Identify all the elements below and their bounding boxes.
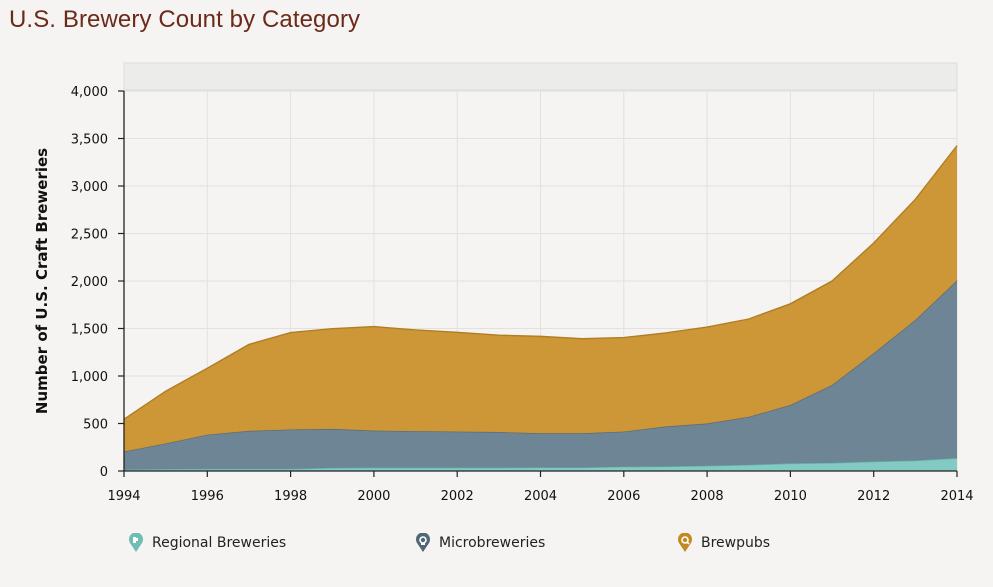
y-tick-label: 3,000 [71,180,108,195]
areas [123,145,958,471]
x-tick-label: 2008 [691,489,724,504]
area-regional-breweries[interactable] [124,458,957,471]
chart-header-bar [123,62,958,91]
y-tick-label: 1,000 [71,370,108,385]
stacked-area-chart: 05001,0001,5002,0002,5003,0003,5004,000 … [33,62,974,504]
x-tick-label: 2006 [607,489,640,504]
legend-label: Microbreweries [439,535,546,551]
x-tick-label: 1998 [274,489,307,504]
area-brewpubs[interactable] [124,145,957,452]
y-tick-label: 500 [83,418,108,433]
x-tick-label: 2004 [524,489,557,504]
legend-item-brewpubs[interactable]: Brewpubs [677,532,771,553]
x-ticks: 1994 1996 1998 2000 2002 2004 2006 2008 2010 2012… [107,471,974,504]
legend-item-regional-breweries[interactable]: Regional Breweries [128,532,287,553]
regional-breweries-pin-icon [128,532,144,553]
y-axis-label: Number of U.S. Craft Breweries [33,148,51,414]
y-tick-label: 0 [100,465,108,480]
series-line-brewpubs [123,145,958,420]
brewpubs-pin-icon [677,532,693,553]
legend-label: Brewpubs [701,535,771,551]
x-tick-label: 2000 [357,489,390,504]
y-tick-label: 3,500 [71,133,108,148]
area-microbreweries[interactable] [124,280,957,470]
x-tick-label: 2014 [940,489,973,504]
y-ticks: 0 500 1,000 1,500 2,000 2,500 3,000 3,500 4,000 [71,85,124,480]
microbreweries-pin-icon [415,532,431,553]
legend-label: Regional Breweries [152,535,287,551]
y-tick-label: 2,000 [71,275,108,290]
x-tick-label: 1994 [107,489,140,504]
x-tick-label: 2012 [857,489,890,504]
y-tick-label: 1,500 [71,323,108,338]
x-tick-label: 2002 [441,489,474,504]
legend-item-microbreweries[interactable]: Microbreweries [415,532,546,553]
legend: Regional Breweries Microbreweries Brewpu… [0,532,993,563]
y-tick-label: 4,000 [71,85,108,100]
x-tick-label: 1996 [191,489,224,504]
x-tick-label: 2010 [774,489,807,504]
y-tick-label: 2,500 [71,228,108,243]
page-title: U.S. Brewery Count by Category [9,6,361,33]
